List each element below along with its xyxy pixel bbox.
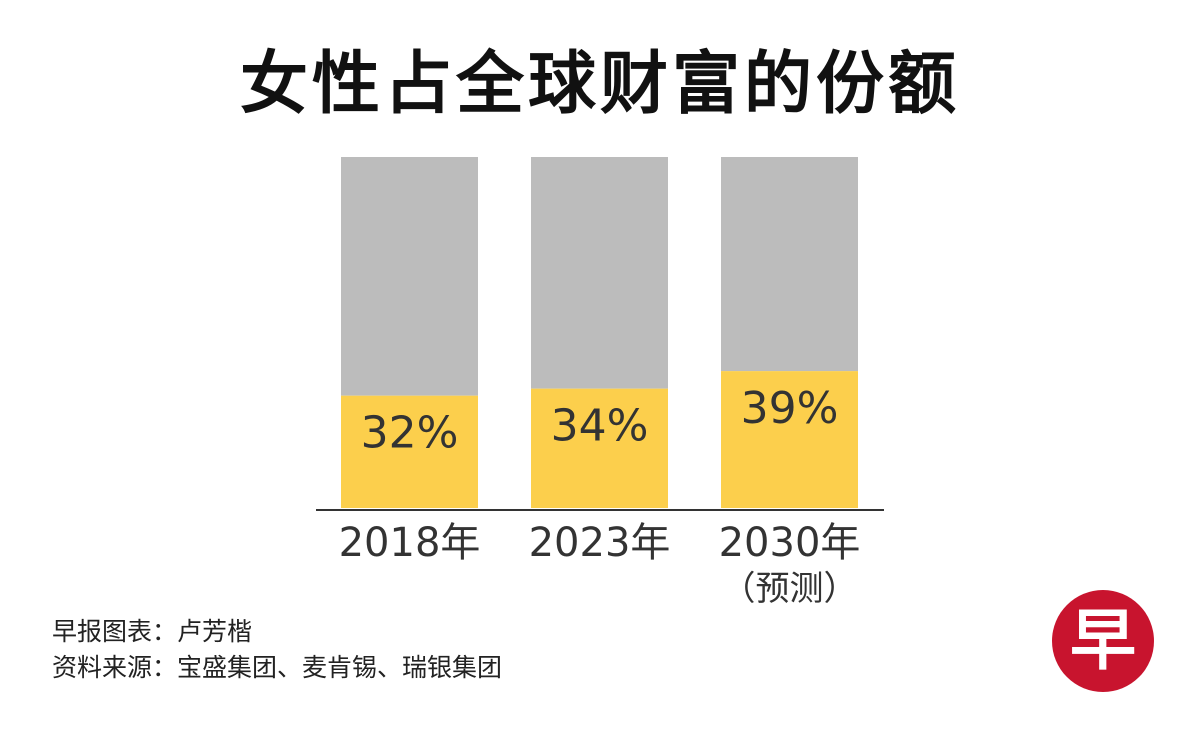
bar-share-2 bbox=[721, 371, 858, 508]
value-label-1: 34% bbox=[551, 401, 649, 452]
bars-group bbox=[341, 157, 858, 508]
bar-share-0 bbox=[341, 395, 478, 508]
bar-remainder-2 bbox=[721, 157, 858, 372]
credit-source: 资料来源：宝盛集团、麦肯锡、瑞银集团 bbox=[52, 653, 503, 682]
credit-author: 早报图表：卢芳楷 bbox=[52, 617, 253, 646]
value-label-2: 39% bbox=[741, 383, 839, 434]
zaobao-logo: 早 bbox=[1052, 590, 1154, 692]
category-label-0: 2018年 bbox=[339, 520, 481, 566]
chart-title: 女性占全球财富的份额 bbox=[239, 45, 960, 124]
category-label-1: 2023年 bbox=[529, 520, 671, 566]
category-note-2: （预测） bbox=[722, 569, 858, 609]
labels-group: 32% 2018年 34% 2023年 39% 2030年（预测） bbox=[339, 383, 861, 609]
bar-remainder-1 bbox=[531, 157, 668, 389]
value-label-0: 32% bbox=[361, 408, 459, 459]
bar-share-1 bbox=[531, 388, 668, 508]
credits: 早报图表：卢芳楷 资料来源：宝盛集团、麦肯锡、瑞银集团 bbox=[52, 614, 502, 686]
category-label-2: 2030年 bbox=[719, 520, 861, 566]
bar-remainder-0 bbox=[341, 157, 478, 396]
